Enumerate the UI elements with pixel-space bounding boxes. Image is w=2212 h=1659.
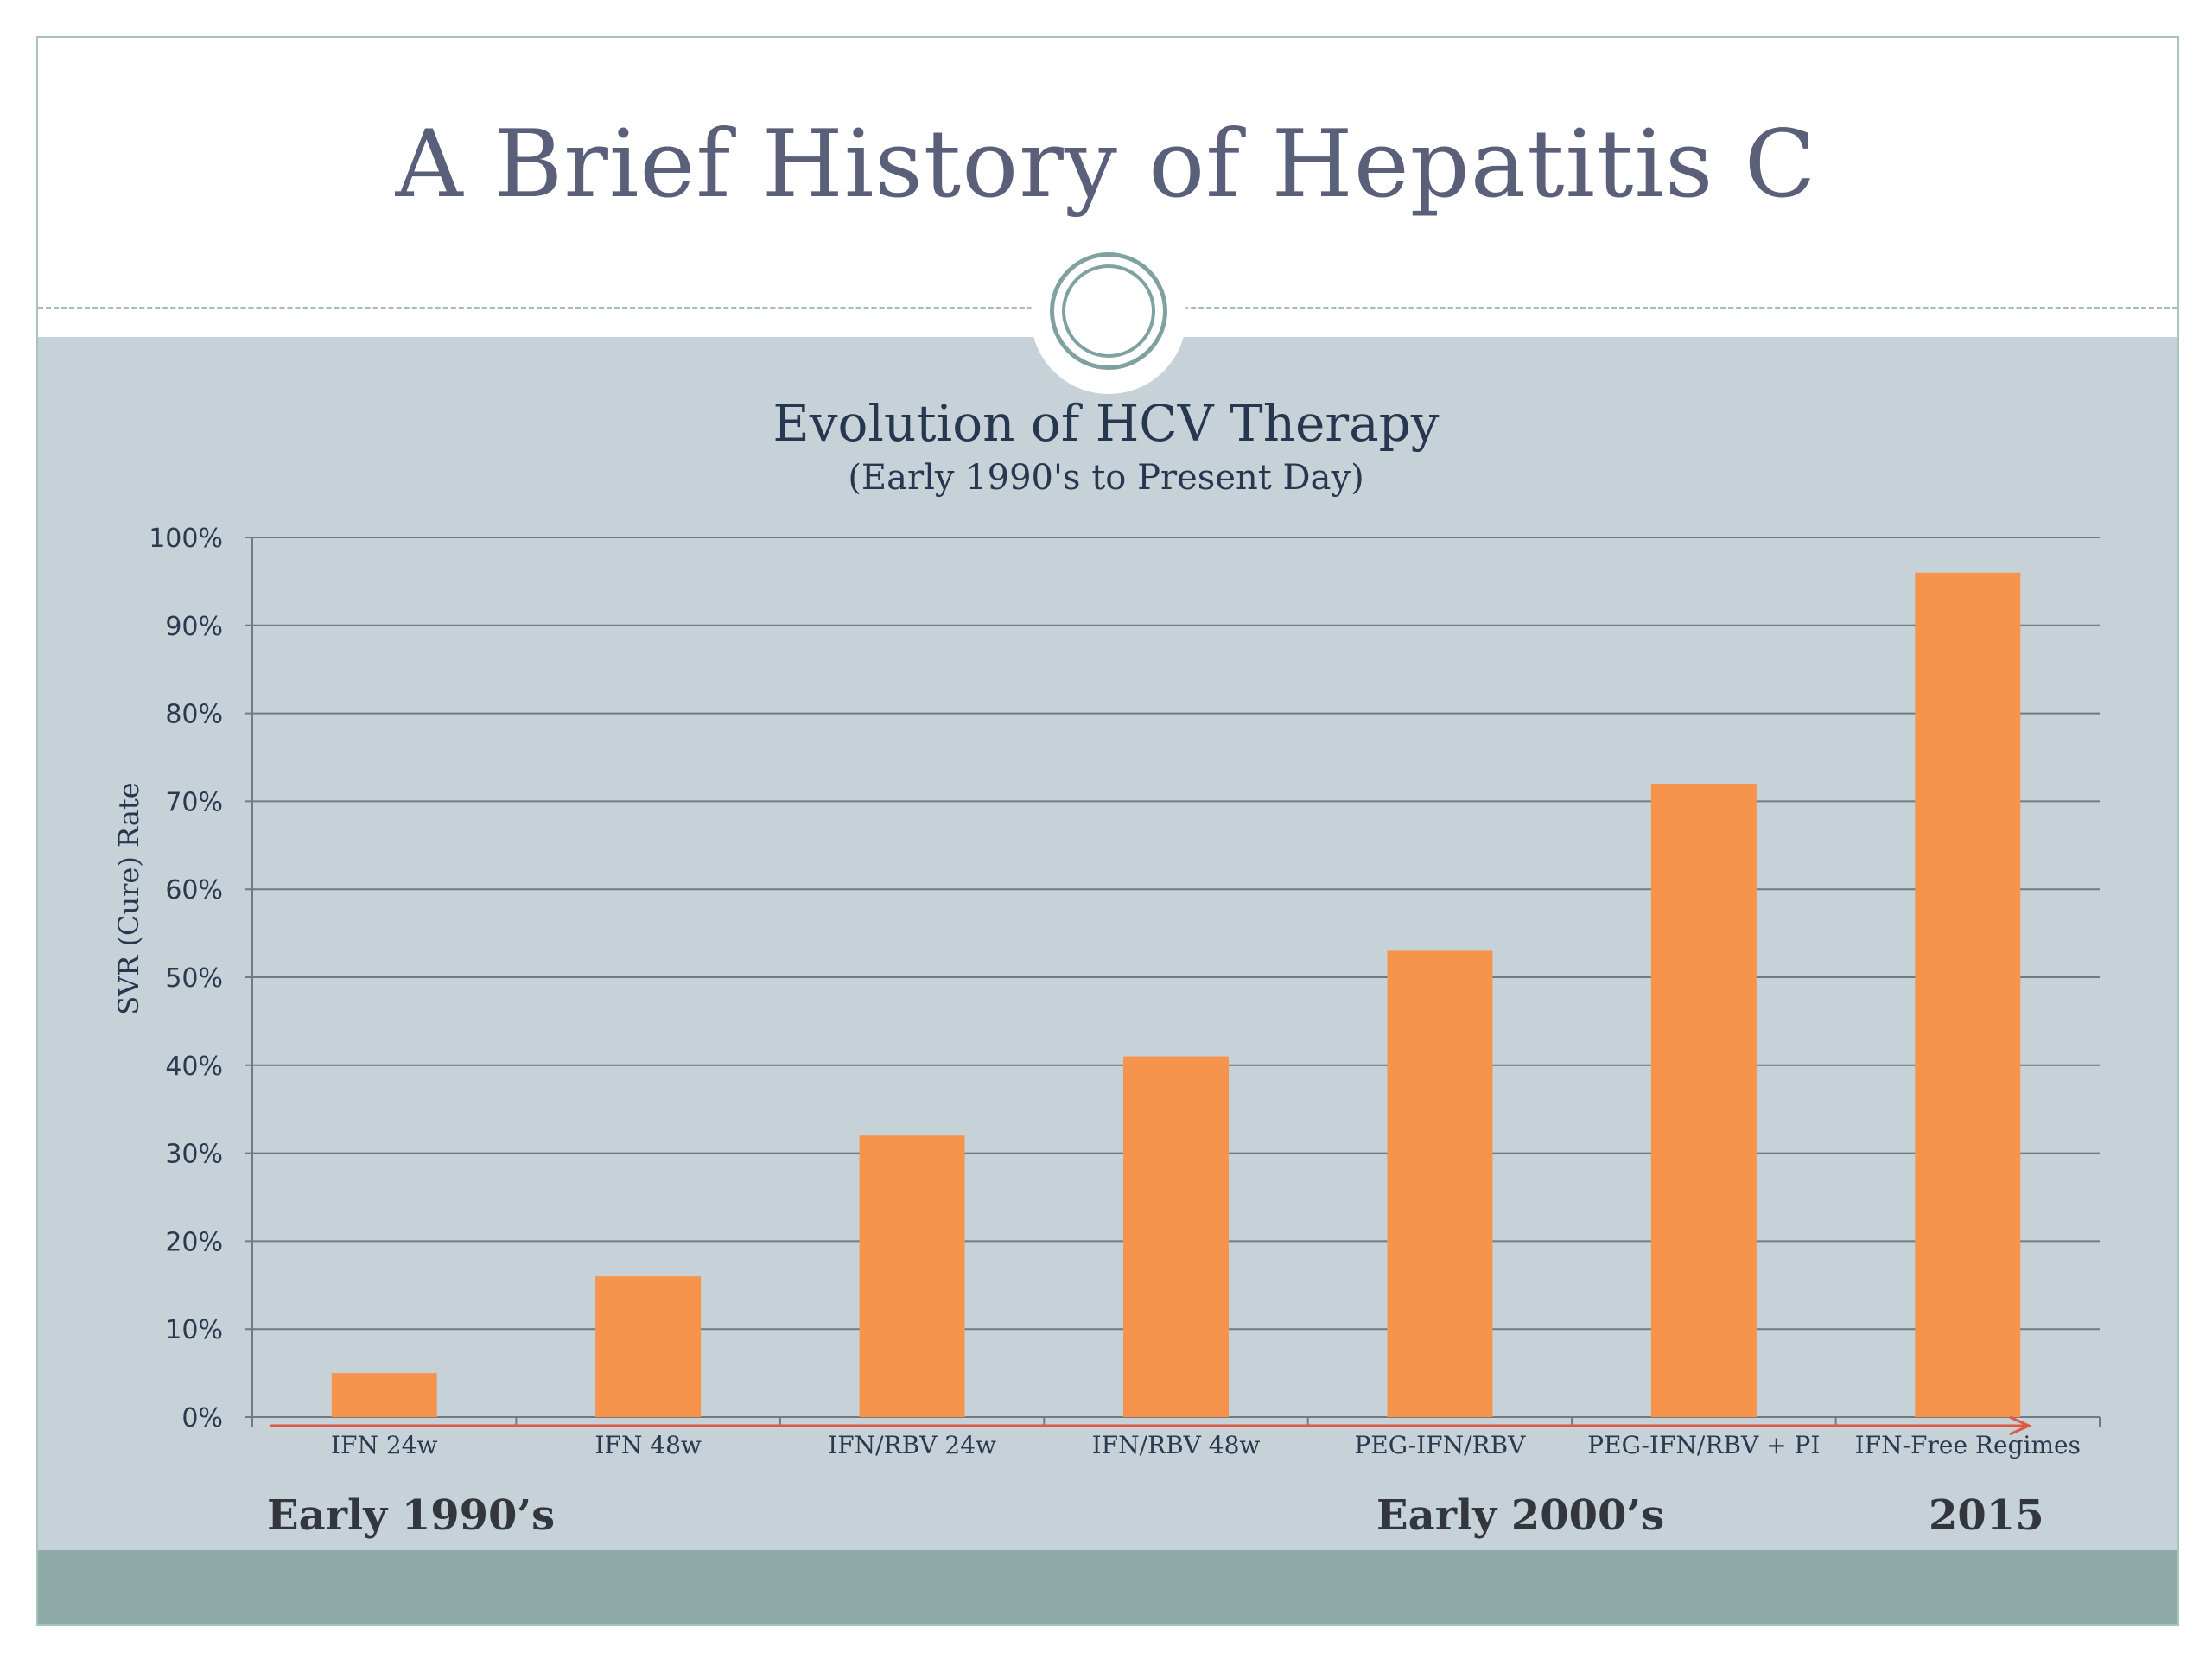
x-tick-label: IFN 24w bbox=[331, 1431, 438, 1459]
bar bbox=[1650, 784, 1757, 1417]
y-tick-label: 70% bbox=[165, 787, 223, 817]
y-tick-label: 50% bbox=[165, 963, 223, 994]
bar bbox=[1123, 1056, 1229, 1417]
x-tick-label: IFN/RBV 24w bbox=[828, 1431, 996, 1459]
y-tick-label: 60% bbox=[165, 875, 223, 906]
x-tick-label: IFN-Free Regimes bbox=[1855, 1431, 2081, 1459]
bar bbox=[1387, 950, 1493, 1417]
timeline-arrowhead-icon bbox=[2009, 1415, 2032, 1436]
y-tick-label: 100% bbox=[149, 524, 223, 554]
x-tick-label: PEG-IFN/RBV bbox=[1354, 1431, 1526, 1459]
y-tick-label: 0% bbox=[181, 1403, 223, 1433]
chart-subtitle: (Early 1990's to Present Day) bbox=[848, 458, 1364, 498]
y-tick-label: 30% bbox=[165, 1140, 223, 1170]
x-tick-label: IFN 48w bbox=[594, 1431, 702, 1459]
era-label-early-2000s: Early 2000’s bbox=[1376, 1491, 1665, 1540]
y-tick-label: 90% bbox=[165, 612, 223, 642]
ring-inner-icon bbox=[1062, 264, 1155, 358]
bar bbox=[331, 1373, 437, 1417]
footer-band bbox=[38, 1550, 2177, 1624]
bar bbox=[859, 1135, 965, 1417]
ring-ornament-icon bbox=[1050, 252, 1167, 370]
era-label-early-1990s: Early 1990’s bbox=[267, 1491, 556, 1540]
slide-title: A Brief History of Hepatitis C bbox=[395, 111, 1817, 219]
y-tick-label: 80% bbox=[165, 700, 223, 730]
y-axis-label: SVR (Cure) Rate bbox=[112, 782, 145, 1014]
bar bbox=[595, 1276, 702, 1417]
y-tick-label: 10% bbox=[165, 1315, 223, 1345]
bar bbox=[1915, 572, 2021, 1417]
era-label-2015: 2015 bbox=[1929, 1491, 2044, 1540]
x-tick-label: IFN/RBV 48w bbox=[1092, 1431, 1261, 1459]
y-tick-label: 40% bbox=[165, 1052, 223, 1082]
x-tick-label: PEG-IFN/RBV + PI bbox=[1587, 1431, 1820, 1459]
chart-title: Evolution of HCV Therapy bbox=[772, 394, 1440, 453]
content-band bbox=[38, 337, 2177, 1550]
y-tick-label: 20% bbox=[165, 1227, 223, 1257]
